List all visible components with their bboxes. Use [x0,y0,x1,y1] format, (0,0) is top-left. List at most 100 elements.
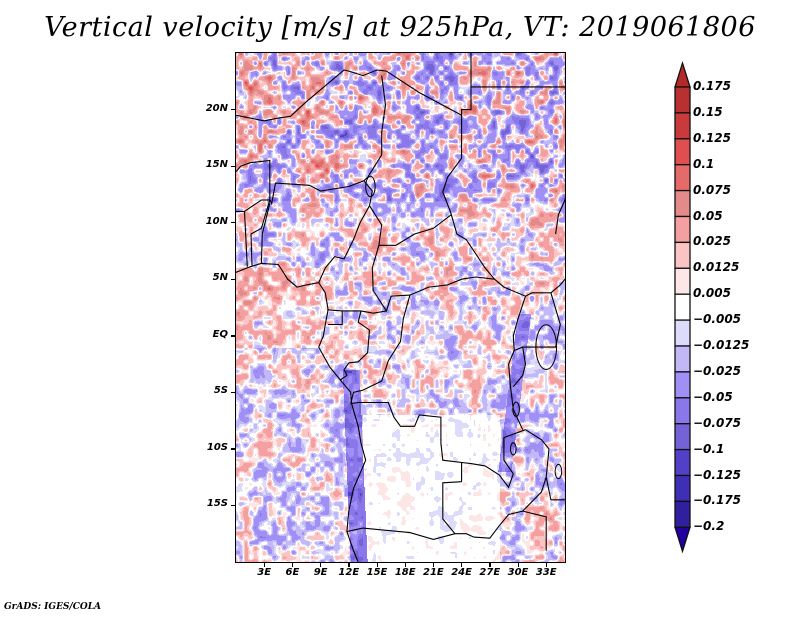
colorbar-level-label: −0.005 [693,312,742,327]
x-tick-mark [320,562,322,567]
colorbar-box [674,500,691,528]
chart-title: Vertical velocity [m/s] at 925hPa, VT: 2… [44,12,756,43]
x-tick-label: 9E [313,567,328,578]
country-border-line [327,309,387,314]
colorbar-level-label: 0.15 [693,104,723,119]
grads-credit: GrADS: IGES/COLA [4,602,102,612]
country-border-line [260,203,271,264]
colorbar-box [674,293,691,321]
colorbar-box [674,397,691,425]
colorbar-box [674,448,691,477]
y-tick-label: 10S [206,441,228,453]
colorbar-box [674,423,691,451]
x-tick-label: 18E [394,567,416,578]
country-border-line [240,159,364,205]
country-border-line [442,481,475,538]
country-border-line [508,296,527,430]
y-tick-mark [231,391,236,394]
lake-chad [365,175,376,198]
y-tick-mark [231,165,236,167]
x-tick-label: 30E [507,567,529,578]
colorbar-box [674,164,691,192]
x-tick-label: 12E [338,567,360,578]
country-border-line [346,527,456,540]
colorbar-level-label: 0.05 [693,208,723,223]
colorbar-box [674,241,691,269]
colorbar-over-triangle [674,60,691,88]
colorbar-box [674,112,691,140]
x-tick-mark [263,562,265,567]
lake-malawi [554,463,563,480]
lake-tanganyika [512,401,520,417]
y-tick-mark [231,109,236,111]
y-tick-label: 10N [205,215,228,227]
lake-mweru [509,442,517,456]
x-tick-mark [461,562,463,567]
colorbar-level-label: −0.0125 [693,338,750,352]
colorbar-box [674,371,691,399]
country-border-line [522,510,547,551]
country-border-line [369,205,495,280]
country-border-line [236,165,242,173]
country-border-line [512,347,527,388]
colorbar-box [674,86,691,114]
y-tick-label: 5N [212,272,228,284]
x-tick-mark [545,562,547,567]
country-border-line [243,211,248,267]
country-border-line [350,401,463,482]
country-border-line [328,310,343,326]
colorbar-box [674,189,691,218]
vertical-velocity-field [236,53,565,562]
colorbar-level-label: 0.0125 [693,260,740,275]
colorbar-box [674,138,691,166]
colorbar-level-label: −0.1 [693,441,725,456]
colorbar-level-label: −0.175 [693,493,742,508]
country-border-line [461,429,526,489]
colorbar-box [674,267,691,295]
country-border-line [555,197,565,235]
colorbar-box [674,345,691,373]
colorbar-under-triangle [674,526,691,554]
colorbar-level-label: 0.005 [693,286,731,301]
colorbar-level-label: 0.075 [693,182,731,197]
x-tick-label: 15E [366,567,388,578]
y-tick-label: EQ [212,328,228,340]
y-tick-mark [231,222,236,224]
x-tick-mark [517,562,519,567]
colorbar-level-label: 0.175 [693,79,731,93]
x-tick-mark [489,562,491,567]
colorbar-level-label: 0.025 [693,234,731,249]
y-tick-mark [231,278,236,281]
country-border-line [545,477,565,501]
y-tick-mark [231,335,236,337]
x-tick-mark [291,562,294,567]
country-border-line [339,310,371,381]
country-border-line [371,245,565,313]
colorbar-box [674,215,691,244]
colorbar-level-label: 0.125 [693,130,731,145]
country-border-line [350,294,411,404]
x-tick-label: 33E [535,567,557,578]
country-border-line [513,292,561,352]
x-tick-mark [432,562,435,567]
colorbar-box [674,319,691,347]
x-tick-mark [348,562,350,567]
x-tick-label: 24E [451,567,472,578]
colorbar-level-label: −0.125 [693,467,742,482]
x-tick-label: 6E [285,567,300,578]
colorbar-level-label: −0.05 [693,389,733,404]
country-borders [236,53,565,562]
y-tick-mark [231,448,236,450]
x-tick-label: 21E [423,567,444,578]
country-border-line [473,429,550,539]
colorbar-level-label: −0.2 [693,519,725,534]
x-tick-label: 27E [479,567,501,578]
y-tick-label: 15S [206,498,228,510]
y-tick-label: 15N [205,159,228,171]
y-tick-label: 5S [213,385,228,397]
country-border-line [318,180,373,283]
lake-victoria [535,324,558,370]
country-border-line [236,53,472,122]
colorbar-box [674,474,691,503]
country-border-line [236,262,367,562]
